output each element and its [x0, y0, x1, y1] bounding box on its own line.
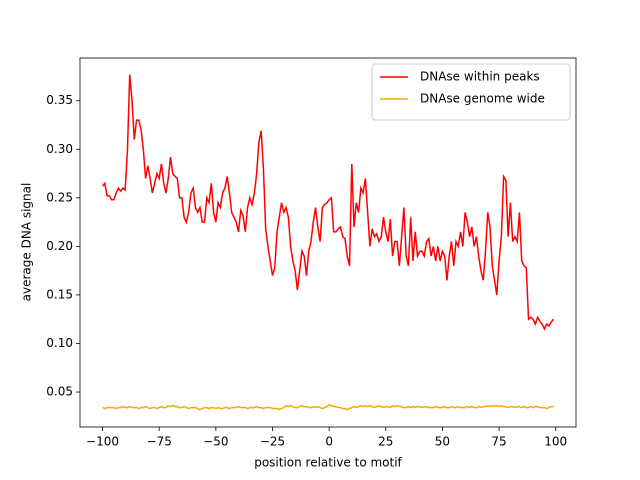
y-tick-label: 0.05	[46, 385, 73, 399]
x-tick-label: 0	[325, 435, 333, 449]
legend-label: DNAse within peaks	[420, 70, 540, 84]
y-axis-label: average DNA signal	[20, 183, 34, 302]
x-axis-label: position relative to motif	[254, 456, 402, 470]
x-tick-label: −25	[260, 435, 285, 449]
y-tick-label: 0.20	[46, 239, 73, 253]
data-line	[102, 403, 554, 411]
x-tick-label: 100	[544, 435, 567, 449]
legend-box	[371, 63, 571, 121]
x-tick-label: −100	[86, 435, 119, 449]
x-tick-label: 25	[378, 435, 393, 449]
y-tick-label: 0.10	[46, 336, 73, 350]
y-tick-label: 0.30	[46, 142, 73, 156]
x-tick-label: 75	[491, 435, 506, 449]
x-tick-label: −50	[203, 435, 228, 449]
y-tick-label: 0.25	[46, 190, 73, 204]
x-tick-label: −75	[147, 435, 172, 449]
data-line	[101, 74, 555, 331]
y-tick-label: 0.15	[46, 287, 73, 301]
y-tick-label: 0.35	[46, 93, 73, 107]
x-tick-label: 50	[435, 435, 450, 449]
plot-frame	[79, 57, 577, 428]
legend-label: DNAse genome wide	[420, 92, 545, 106]
